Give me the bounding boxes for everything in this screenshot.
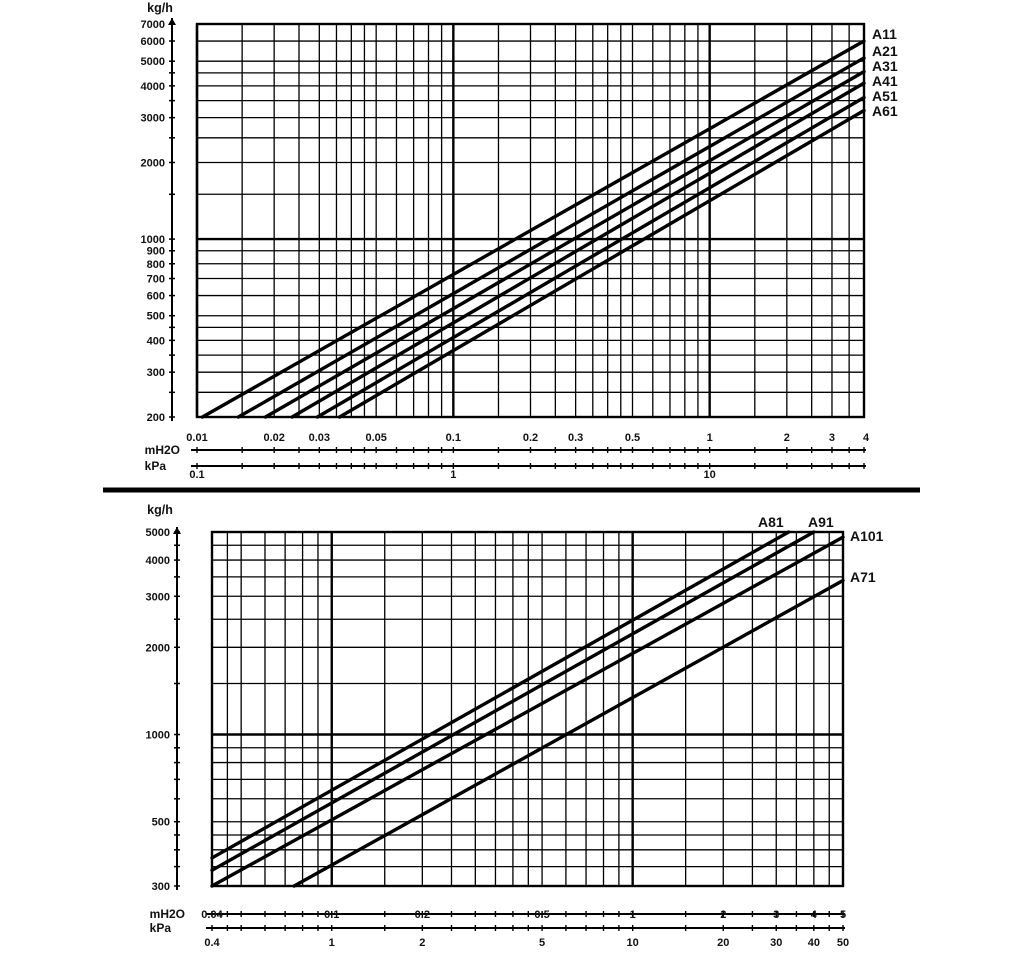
x-tick-label: 1 (630, 909, 636, 921)
series-label: A51 (872, 88, 898, 104)
series-label: A61 (872, 103, 898, 119)
y-tick-label: 1000 (141, 234, 165, 246)
series-line-a91 (210, 530, 816, 872)
series-line-a51 (315, 95, 866, 419)
x2-tick-label: 50 (837, 937, 849, 949)
x-axis-label: mH2O (145, 443, 180, 457)
series-label: A71 (850, 569, 876, 585)
series-label: A21 (872, 43, 898, 59)
x-tick-label: 1 (707, 432, 713, 444)
x-tick-label: 2 (720, 909, 726, 921)
x2-tick-label: 30 (770, 937, 782, 949)
x2-axis-label: kPa (145, 459, 167, 473)
series-label: A101 (850, 528, 884, 544)
y-tick-label: 2000 (146, 642, 170, 654)
y-tick-label: 4000 (146, 555, 170, 567)
plot-frame (210, 530, 845, 888)
y-axis-label: kg/h (147, 1, 173, 15)
series-label: A11 (872, 26, 897, 42)
x-tick-label: 0.04 (201, 909, 223, 921)
y-tick-label: 500 (147, 311, 165, 323)
x-tick-label: 0.1 (446, 432, 461, 444)
y-tick-label: 4000 (141, 81, 165, 93)
series-line-a11 (200, 39, 866, 419)
series-label: A31 (872, 58, 898, 74)
series-line-a61 (337, 108, 866, 419)
x2-tick-label: 10 (627, 937, 639, 949)
x-tick-label: 0.2 (523, 432, 538, 444)
y-tick-label: 600 (147, 291, 165, 303)
y-tick-label: 300 (147, 367, 165, 379)
y-tick-label: 5000 (141, 56, 165, 68)
plot-frame (195, 22, 866, 419)
x2-tick-label: 2 (419, 937, 425, 949)
series-label: A81 (758, 514, 784, 530)
y-tick-label: 3000 (141, 113, 165, 125)
series-label: A91 (808, 514, 834, 530)
x-tick-label: 2 (784, 432, 790, 444)
x2-tick-label: 1 (450, 469, 456, 481)
y-tick-label: 300 (152, 881, 170, 893)
chart-bottom: 300 500 1000 2000 3000 4000 5000 kg/h 0.04 0.1 0.2… (146, 503, 884, 949)
x2-tick-label: 0.1 (189, 469, 204, 481)
x-tick-label: 4 (863, 432, 870, 444)
y-tick-label: 1000 (146, 730, 170, 742)
y-tick-label: 6000 (141, 36, 165, 48)
y-tick-label: 500 (152, 817, 170, 829)
series-line-a81 (210, 530, 791, 860)
series-line-a101 (210, 535, 845, 888)
x-tick-label: 0.03 (309, 432, 330, 444)
y-tick-label: 200 (147, 412, 165, 424)
x-tick-label: 5 (840, 909, 846, 921)
x2-tick-label: 1 (329, 937, 335, 949)
x2-tick-label: 0.4 (204, 937, 220, 949)
x-tick-label: 0.01 (186, 432, 207, 444)
y-tick-label: 400 (147, 335, 165, 347)
x-tick-label: 3 (829, 432, 835, 444)
x2-tick-label: 10 (704, 469, 716, 481)
y-tick-label: 900 (147, 246, 165, 258)
y-tick-label: 7000 (141, 19, 165, 31)
series-line-a41 (290, 81, 866, 419)
x2-tick-label: 20 (717, 937, 729, 949)
series-line-a31 (263, 69, 866, 419)
y-axis-label: kg/h (147, 503, 173, 517)
y-tick-label: 3000 (146, 591, 170, 603)
y-tick-label: 5000 (146, 527, 170, 539)
x-tick-label: 0.5 (625, 432, 640, 444)
x-tick-label: 0.2 (415, 909, 430, 921)
x-tick-label: 0.1 (324, 909, 339, 921)
series-label: A41 (872, 73, 898, 89)
x-tick-label: 0.3 (568, 432, 583, 444)
x2-tick-label: 5 (539, 937, 545, 949)
x-tick-label: 3 (773, 909, 779, 921)
x2-axis-label: kPa (150, 921, 172, 935)
y-tick-label: 2000 (141, 157, 165, 169)
series-line-a71 (292, 578, 845, 888)
y-tick-label: 700 (147, 274, 165, 286)
y-tick-label: 800 (147, 259, 165, 271)
y-axis-arrow (173, 527, 181, 534)
x-axis-label: mH2O (150, 907, 185, 921)
x-tick-label: 0.05 (365, 432, 386, 444)
x-tick-label: 4 (811, 909, 818, 921)
series-line-a21 (236, 56, 866, 419)
x-tick-label: 0.02 (263, 432, 284, 444)
x-tick-label: 0.5 (534, 909, 549, 921)
x2-tick-label: 40 (808, 937, 820, 949)
